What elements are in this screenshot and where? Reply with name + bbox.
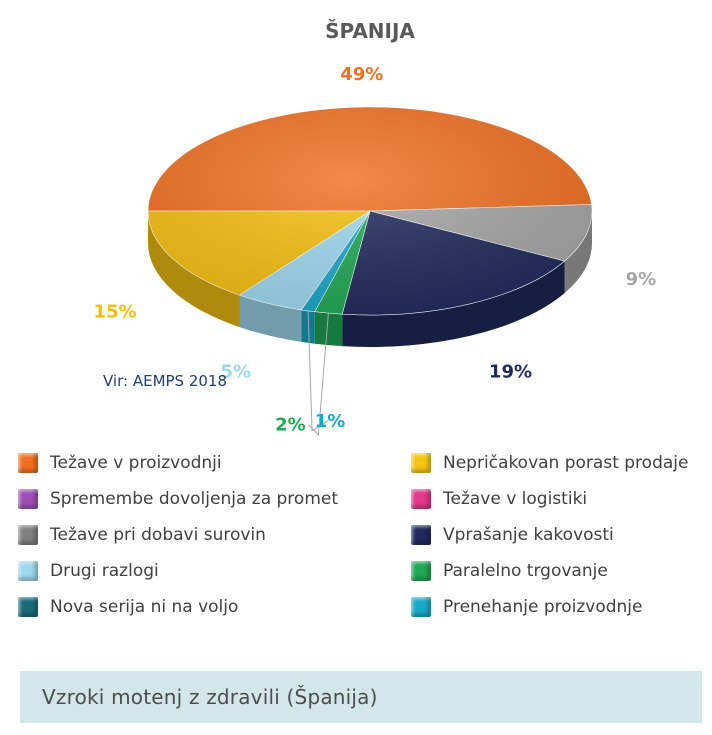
legend-label: Paralelno trgovanje [443, 561, 608, 581]
legend-swatch [411, 597, 431, 617]
legend-label: Drugi razlogi [50, 561, 159, 581]
pie-data-label: 19% [489, 361, 532, 382]
legend-item: Nepričakovan porast prodaje [411, 451, 688, 475]
source-note: Vir: AEMPS 2018 [103, 372, 228, 390]
legend-label: Nova serija ni na voljo [50, 597, 239, 617]
legend-swatch [18, 489, 38, 509]
legend-item: Prenehanje proizvodnje [411, 595, 642, 619]
pie-data-label: 49% [340, 64, 383, 85]
legend-item: Drugi razlogi [18, 559, 159, 583]
legend-swatch [411, 453, 431, 473]
pie-slice-side [239, 295, 302, 342]
pie-data-label: 15% [93, 301, 136, 322]
legend-item: Nova serija ni na voljo [18, 595, 238, 619]
legend-item: Spremembe dovoljenja za promet [18, 487, 338, 511]
chart-title: ŠPANIJA [325, 19, 415, 43]
legend-item: Paralelno trgovanje [411, 559, 608, 583]
legend-swatch [18, 597, 38, 617]
caption-bar: Vzroki motenj z zdravili (Španija) [20, 671, 702, 723]
legend-item: Težave v logistiki [411, 487, 587, 511]
legend-label: Vprašanje kakovosti [443, 525, 614, 545]
pie-leader-line [307, 310, 329, 432]
pie-slice-side [564, 211, 592, 294]
pie-data-label: 5% [221, 361, 252, 382]
legend-swatch [18, 453, 38, 473]
pie-slice-side [314, 311, 343, 347]
legend-item: Težave v proizvodnji [18, 451, 222, 475]
legend-swatch [411, 489, 431, 509]
pie-chart: ŠPANIJA 49% 9% 19% 2% 1% 5% 15% [93, 19, 657, 436]
legend-swatch [411, 561, 431, 581]
pie-slice-side [148, 211, 240, 328]
legend-label: Prenehanje proizvodnje [443, 597, 643, 617]
pie-data-label: 9% [626, 269, 657, 290]
legend-label: Težave pri dobavi surovin [50, 525, 266, 545]
caption-text: Vzroki motenj z zdravili (Španija) [42, 685, 378, 709]
pie-slice-side [301, 309, 315, 344]
legend-swatch [18, 561, 38, 581]
legend-item: Težave pri dobavi surovin [18, 523, 266, 547]
pie-data-label: 1% [315, 411, 346, 432]
legend-label: Nepričakovan porast prodaje [443, 453, 689, 473]
legend-label: Težave v logistiki [443, 489, 588, 509]
pie-top-shading [148, 107, 592, 315]
legend-label: Težave v proizvodnji [50, 453, 222, 473]
pie-data-label: 2% [275, 415, 306, 436]
legend-label: Spremembe dovoljenja za promet [50, 489, 339, 509]
legend-swatch [411, 525, 431, 545]
legend-item: Vprašanje kakovosti [411, 523, 614, 547]
pie-slice-side [342, 261, 565, 348]
legend-swatch [18, 525, 38, 545]
